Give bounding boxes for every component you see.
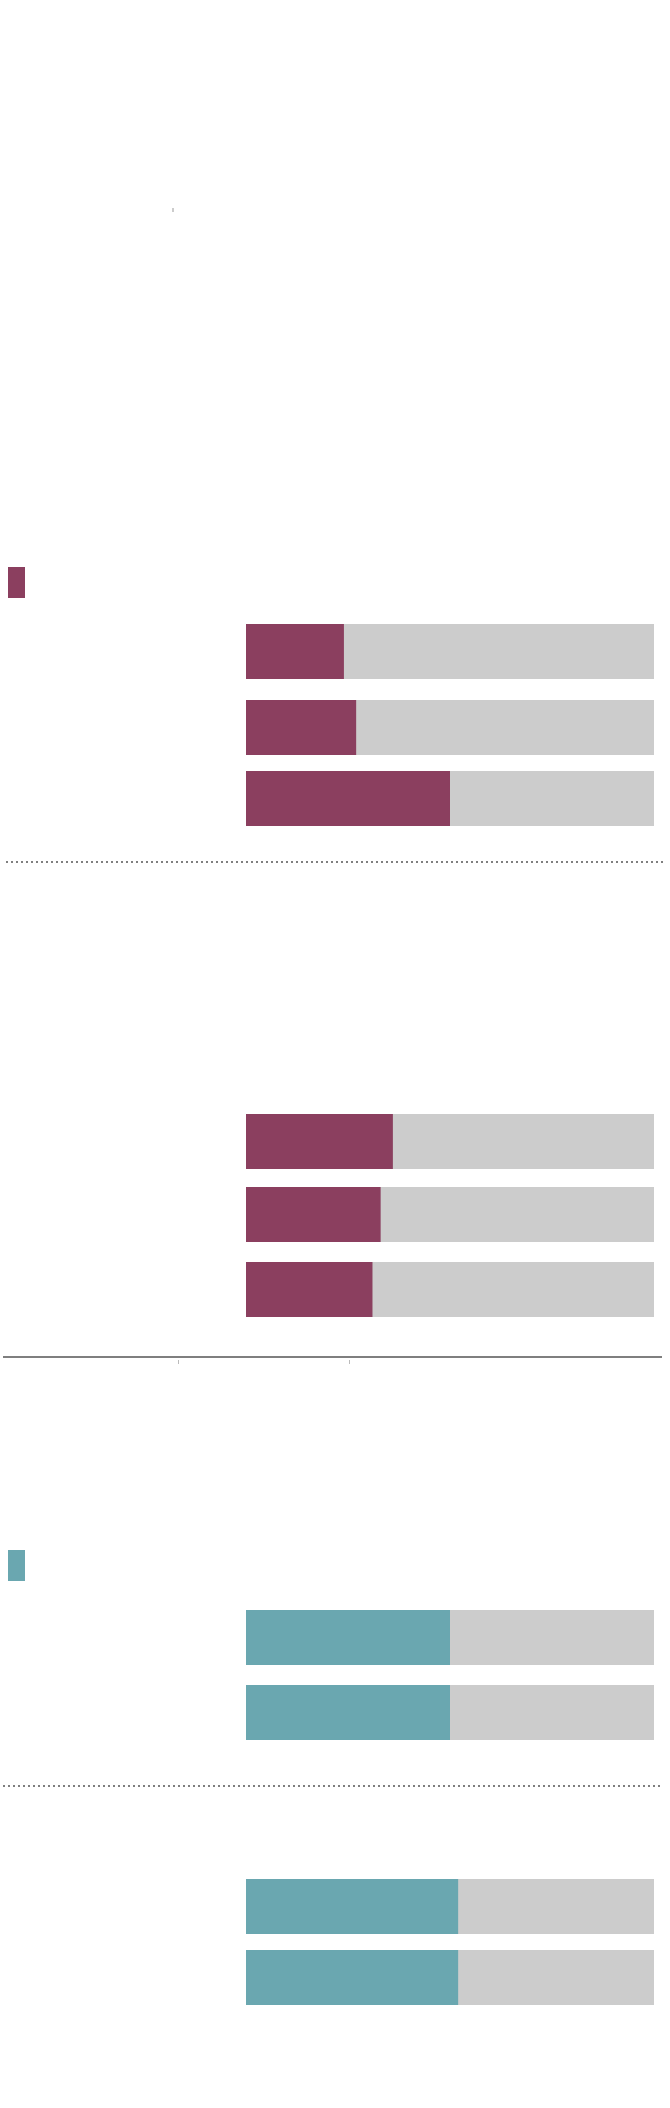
tick bbox=[349, 1360, 350, 1364]
bar bbox=[246, 1879, 459, 1934]
bar bbox=[246, 1187, 381, 1242]
legend-swatch bbox=[8, 567, 25, 598]
dot bbox=[172, 208, 174, 212]
bar bbox=[246, 1685, 450, 1740]
bar bbox=[246, 1950, 459, 2005]
bar bbox=[246, 1262, 373, 1317]
bar bbox=[246, 771, 450, 826]
bar bbox=[246, 1610, 450, 1665]
bar bbox=[246, 624, 344, 679]
bar bbox=[246, 1114, 393, 1169]
bar bbox=[246, 700, 357, 755]
tick bbox=[178, 1360, 179, 1364]
legend-swatch bbox=[8, 1550, 25, 1581]
